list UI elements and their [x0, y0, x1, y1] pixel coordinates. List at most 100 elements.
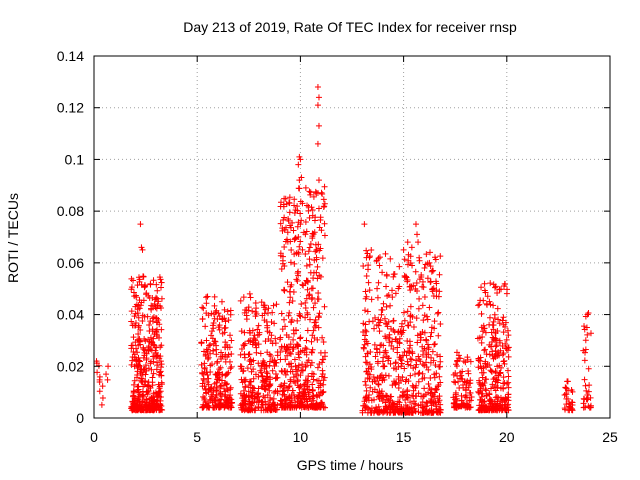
- data-point: [269, 367, 276, 374]
- data-point: [213, 384, 220, 391]
- data-point: [144, 391, 151, 398]
- data-point: [315, 384, 322, 391]
- data-point: [569, 388, 576, 395]
- data-point: [315, 313, 322, 320]
- data-point: [148, 306, 155, 313]
- data-point: [151, 300, 158, 307]
- data-point: [310, 304, 317, 311]
- data-point: [569, 399, 576, 406]
- data-point: [213, 387, 220, 394]
- data-point: [264, 391, 271, 398]
- data-point: [207, 341, 214, 348]
- data-point: [158, 284, 165, 291]
- data-point: [505, 406, 512, 413]
- data-point: [405, 394, 412, 401]
- data-point: [245, 388, 252, 395]
- data-point: [306, 256, 313, 263]
- data-point: [156, 355, 163, 362]
- data-point: [240, 397, 247, 404]
- data-point: [262, 398, 269, 405]
- data-point: [139, 406, 146, 413]
- data-point: [361, 307, 368, 314]
- data-point: [581, 326, 588, 333]
- data-point: [494, 289, 501, 296]
- data-point: [466, 397, 473, 404]
- data-point: [481, 398, 488, 405]
- data-point: [416, 369, 423, 376]
- data-point: [400, 246, 407, 253]
- data-point: [495, 377, 502, 384]
- data-point: [406, 349, 413, 356]
- data-point: [312, 300, 319, 307]
- data-point: [311, 323, 318, 330]
- data-point: [478, 310, 485, 317]
- data-point: [297, 335, 304, 342]
- data-point: [490, 376, 497, 383]
- data-point: [258, 383, 265, 390]
- data-point: [308, 296, 315, 303]
- data-point: [366, 361, 373, 368]
- data-point: [287, 399, 294, 406]
- data-point: [251, 332, 258, 339]
- data-point: [217, 400, 224, 407]
- data-point: [501, 283, 508, 290]
- data-point: [303, 262, 310, 269]
- data-point: [129, 357, 136, 364]
- data-point: [494, 305, 501, 312]
- data-point: [380, 300, 387, 307]
- data-point: [432, 362, 439, 369]
- data-point: [390, 408, 397, 415]
- data-point: [296, 243, 303, 250]
- data-point: [254, 394, 261, 401]
- data-point: [237, 297, 244, 304]
- data-point: [407, 399, 414, 406]
- data-point: [223, 381, 230, 388]
- data-point: [130, 403, 137, 410]
- data-points: [93, 84, 594, 416]
- data-point: [209, 322, 216, 329]
- data-point: [421, 329, 428, 336]
- data-point: [368, 296, 375, 303]
- data-point: [419, 399, 426, 406]
- data-point: [582, 337, 589, 344]
- data-point: [313, 246, 320, 253]
- data-point: [317, 349, 324, 356]
- data-point: [455, 352, 462, 359]
- data-point: [288, 392, 295, 399]
- data-point: [465, 367, 472, 374]
- data-point: [386, 339, 393, 346]
- data-point: [437, 406, 444, 413]
- data-point: [300, 229, 307, 236]
- data-point: [384, 292, 391, 299]
- data-point: [203, 310, 210, 317]
- data-point: [299, 246, 306, 253]
- y-tick-label: 0.14: [57, 48, 84, 64]
- data-point: [314, 275, 321, 282]
- data-point: [483, 393, 490, 400]
- data-point: [254, 326, 261, 333]
- data-point: [225, 351, 232, 358]
- data-point: [428, 354, 435, 361]
- data-point: [384, 323, 391, 330]
- data-point: [398, 323, 405, 330]
- data-point: [263, 368, 270, 375]
- data-point: [158, 279, 165, 286]
- data-point: [427, 279, 434, 286]
- data-point: [306, 244, 313, 251]
- data-point: [203, 369, 210, 376]
- data-point: [309, 285, 316, 292]
- data-point: [414, 332, 421, 339]
- data-point: [421, 294, 428, 301]
- data-point: [370, 374, 377, 381]
- data-point: [210, 347, 217, 354]
- data-point: [296, 185, 303, 192]
- data-point: [297, 401, 304, 408]
- data-point: [255, 373, 262, 380]
- data-point: [425, 389, 432, 396]
- data-point: [281, 214, 288, 221]
- data-point: [141, 397, 148, 404]
- data-point: [207, 396, 214, 403]
- data-point: [478, 339, 485, 346]
- data-point: [367, 349, 374, 356]
